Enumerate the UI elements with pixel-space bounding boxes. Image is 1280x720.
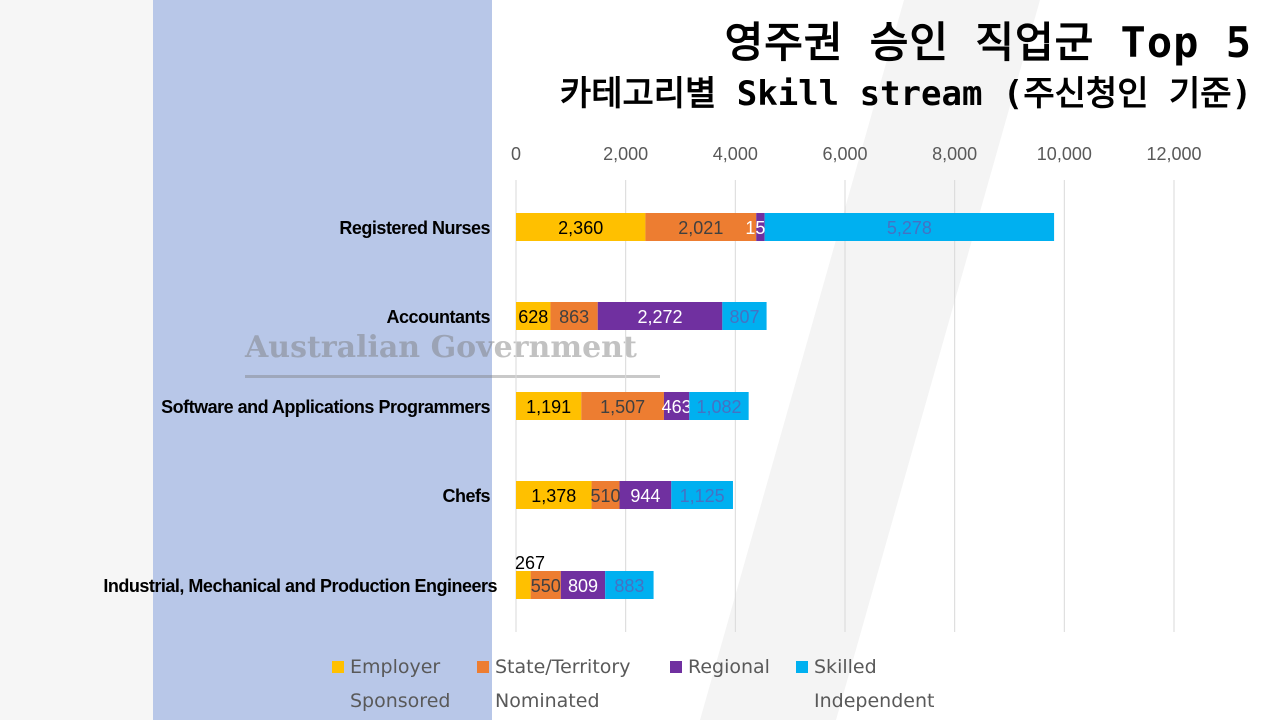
bar-segment bbox=[516, 481, 592, 509]
data-label: 2,272 bbox=[638, 307, 683, 327]
bar-segment bbox=[560, 571, 606, 599]
x-tick-label: 0 bbox=[511, 144, 521, 164]
bar-segment bbox=[516, 302, 551, 330]
bar-segment bbox=[722, 302, 767, 330]
data-label: 809 bbox=[568, 576, 598, 596]
bar-segment bbox=[689, 392, 749, 420]
legend-label-line2 bbox=[670, 690, 688, 712]
data-label: 510 bbox=[591, 486, 621, 506]
category-label: Accountants bbox=[386, 307, 490, 327]
legend-label: Regional bbox=[688, 656, 770, 678]
legend-item: Regional bbox=[670, 650, 770, 718]
data-label: 5,278 bbox=[887, 218, 932, 238]
legend-label-line2: Nominated bbox=[495, 690, 600, 712]
watermark-rule bbox=[245, 375, 660, 378]
data-label: 863 bbox=[559, 307, 589, 327]
legend-label: State/Territory bbox=[495, 656, 631, 678]
data-label: 1,125 bbox=[680, 486, 725, 506]
legend-item: State/Territory Nominated bbox=[477, 650, 630, 718]
x-tick-label: 2,000 bbox=[603, 144, 648, 164]
bar-segment bbox=[764, 213, 1055, 241]
chart-title: 영주권 승인 직업군 Top 5 bbox=[724, 18, 1252, 67]
bar-segment bbox=[581, 392, 664, 420]
bar-segment bbox=[756, 213, 765, 241]
category-label: Registered Nurses bbox=[339, 218, 490, 238]
chart-subtitle: 카테고리별 Skill stream (주신청인 기준) bbox=[559, 74, 1252, 114]
bar-segment bbox=[645, 213, 757, 241]
data-label: 2,021 bbox=[678, 218, 723, 238]
category-label: Industrial, Mechanical and Production En… bbox=[103, 576, 497, 596]
data-label: 1,191 bbox=[526, 397, 571, 417]
bar-segment bbox=[516, 392, 582, 420]
data-label: 1,378 bbox=[531, 486, 576, 506]
category-label: Chefs bbox=[442, 486, 490, 506]
legend-swatch bbox=[796, 661, 808, 673]
watermark-logo: Australian Government bbox=[245, 330, 637, 365]
bar-segment bbox=[605, 571, 654, 599]
category-label: Software and Applications Programmers bbox=[161, 397, 490, 417]
data-label: 807 bbox=[729, 307, 759, 327]
data-label: 1,082 bbox=[696, 397, 741, 417]
data-label: 944 bbox=[630, 486, 660, 506]
legend-label-line2: Independent bbox=[814, 690, 935, 712]
data-label: 2,360 bbox=[558, 218, 603, 238]
legend-label-line2: Sponsored bbox=[350, 690, 451, 712]
bar-segment bbox=[550, 302, 598, 330]
bar-segment bbox=[619, 481, 672, 509]
x-tick-label: 8,000 bbox=[932, 144, 977, 164]
x-tick-label: 10,000 bbox=[1037, 144, 1092, 164]
title-block: 영주권 승인 직업군 Top 5 카테고리별 Skill stream (주신청… bbox=[560, 14, 1252, 116]
data-label: 267 bbox=[515, 553, 545, 573]
x-tick-label: 6,000 bbox=[822, 144, 867, 164]
legend-swatch bbox=[477, 661, 489, 673]
legend-swatch bbox=[670, 661, 682, 673]
decorative-band bbox=[153, 0, 492, 720]
legend-label: Skilled bbox=[814, 656, 877, 678]
legend-item: Skilled Independent bbox=[796, 650, 934, 718]
x-tick-label: 12,000 bbox=[1146, 144, 1201, 164]
x-tick-label: 4,000 bbox=[713, 144, 758, 164]
legend-swatch bbox=[332, 661, 344, 673]
bar-segment bbox=[516, 571, 531, 599]
data-label: 628 bbox=[518, 307, 548, 327]
bar-segment bbox=[597, 302, 723, 330]
legend-item: Employer Sponsored bbox=[332, 650, 450, 718]
data-label: 463 bbox=[662, 397, 692, 417]
data-label: 550 bbox=[531, 576, 561, 596]
bar-segment bbox=[591, 481, 620, 509]
data-label: 1,507 bbox=[600, 397, 645, 417]
bar-segment bbox=[516, 213, 646, 241]
bar-segment bbox=[663, 392, 690, 420]
legend-label: Employer bbox=[350, 656, 441, 678]
bar-segment bbox=[530, 571, 561, 599]
bar-segment bbox=[671, 481, 733, 509]
data-label: 883 bbox=[614, 576, 644, 596]
